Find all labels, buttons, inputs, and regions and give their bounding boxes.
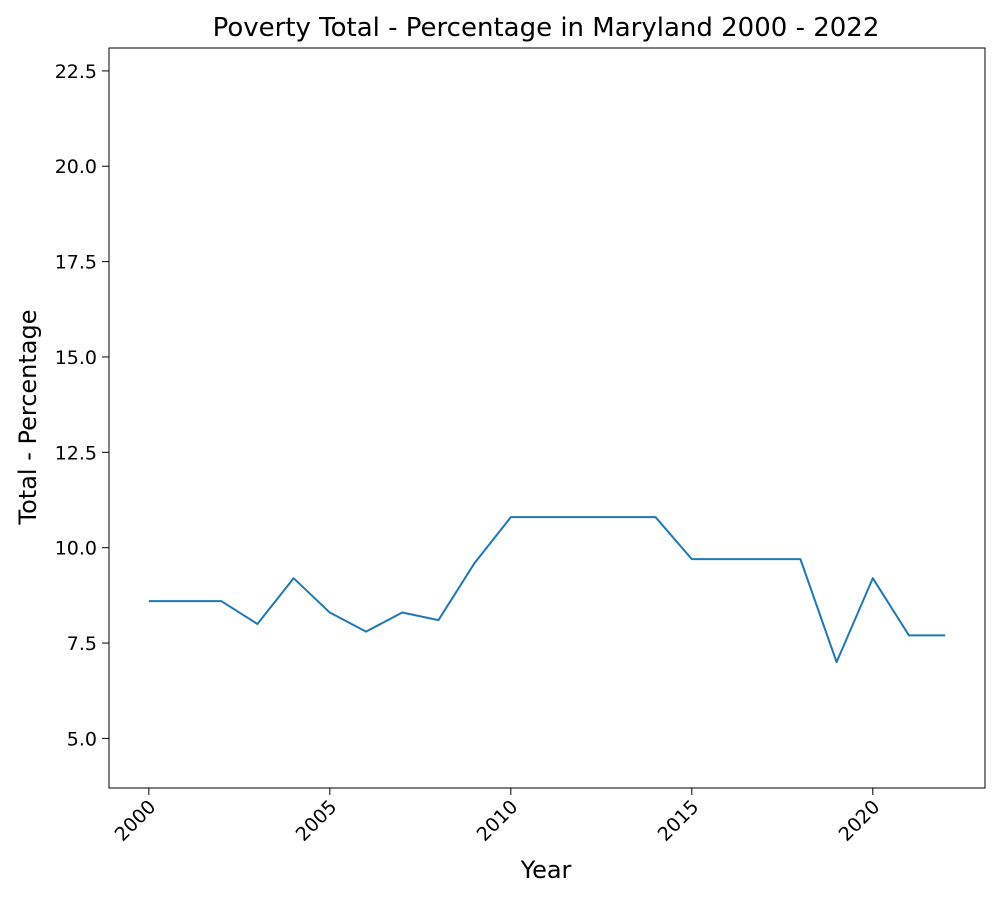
y-tick-label: 12.5 <box>55 442 97 464</box>
y-axis-label: Total - Percentage <box>14 310 42 526</box>
x-tick-label: 2005 <box>292 796 342 846</box>
y-tick-label: 10.0 <box>55 538 97 560</box>
x-tick-label: 2015 <box>654 796 704 846</box>
plot-frame <box>108 47 986 789</box>
y-tick-label: 7.5 <box>67 633 97 655</box>
plot-area: 5.0 7.5 10.0 12.5 15.0 17.5 20.0 22.5 2000 2005 20… <box>55 47 986 846</box>
chart-title: Poverty Total - Percentage in Maryland 2… <box>213 13 880 43</box>
x-tick-label: 2000 <box>111 796 161 846</box>
x-axis-label: Year <box>520 856 572 884</box>
y-tick-label: 22.5 <box>55 61 97 83</box>
y-tick-label: 17.5 <box>55 252 97 274</box>
y-tick-label: 5.0 <box>67 728 97 750</box>
x-tick-label: 2010 <box>473 796 523 846</box>
y-tick-label: 15.0 <box>55 347 97 369</box>
x-tick-label: 2020 <box>835 796 885 846</box>
y-tick-label: 20.0 <box>55 156 97 178</box>
series-line <box>148 516 946 664</box>
